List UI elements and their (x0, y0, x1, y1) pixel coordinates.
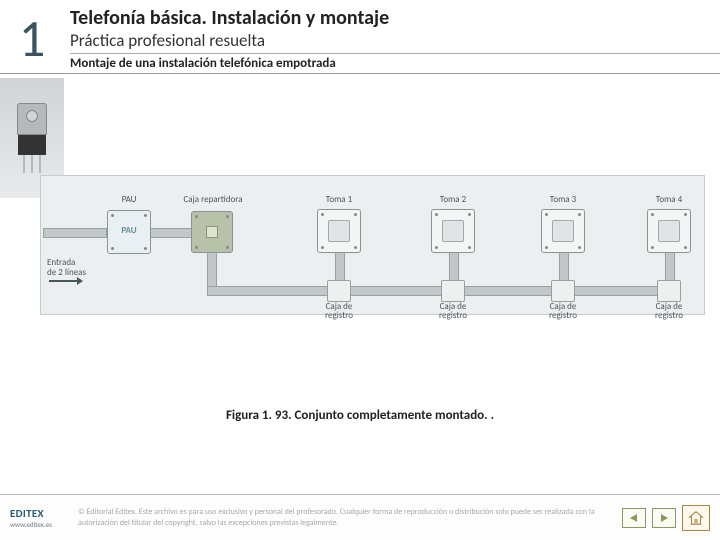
installation-diagram: Entrada de 2 líneas PAU PAU Caja reparti… (40, 175, 705, 315)
conduit-segment (149, 228, 193, 238)
diagram-node-registro (657, 280, 681, 302)
nav-controls (622, 505, 710, 531)
diagram-label: PAU (107, 194, 151, 205)
copyright-text: © Editorial Editex. Este archivo es para… (70, 507, 622, 528)
diagram-label: Caja repartidora (171, 194, 255, 205)
diagram-label: Toma 1 (317, 194, 361, 205)
diagram-label: Toma 4 (647, 194, 691, 205)
next-button[interactable] (652, 508, 676, 528)
conduit-segment (43, 228, 107, 238)
diagram-node-repartidora (191, 211, 233, 253)
conduit-segment (207, 252, 217, 290)
prev-button[interactable] (622, 508, 646, 528)
diagram-node-registro (327, 280, 351, 302)
logo-url: www.editex.es (10, 520, 70, 529)
triangle-left-icon (629, 513, 639, 523)
diagram-label: Caja deregistro (541, 302, 585, 320)
pau-inside-label: PAU (108, 225, 150, 236)
entry-arrow-icon (49, 280, 79, 282)
slide-title: Telefonía básica. Instalación y montaje (70, 6, 720, 30)
slide-footer: EDITEX www.editex.es © Editorial Editex.… (0, 494, 720, 540)
slide-subtitle: Práctica profesional resuelta (70, 30, 720, 54)
diagram-node-toma (431, 209, 475, 253)
slide-header: 1 Telefonía básica. Instalación y montaj… (0, 0, 720, 74)
slide-subtitle2: Montaje de una instalación telefónica em… (70, 54, 720, 71)
triangle-right-icon (659, 513, 669, 523)
diagram-node-registro (551, 280, 575, 302)
chapter-number: 1 (0, 0, 64, 73)
diagram-label: Toma 2 (431, 194, 475, 205)
figure-caption: Figura 1. 93. Conjunto completamente mon… (0, 408, 720, 423)
diagram-label: Toma 3 (541, 194, 585, 205)
entry-label: Entrada de 2 líneas (47, 258, 86, 278)
publisher-logo: EDITEX www.editex.es (10, 507, 70, 529)
transistor-icon (17, 103, 47, 173)
diagram-label: Caja deregistro (647, 302, 691, 320)
header-text-block: Telefonía básica. Instalación y montaje … (64, 0, 720, 73)
diagram-node-toma (541, 209, 585, 253)
diagram-label: Caja deregistro (317, 302, 361, 320)
diagram-label: Caja deregistro (431, 302, 475, 320)
home-icon (687, 509, 705, 527)
home-button[interactable] (682, 505, 710, 531)
diagram-node-registro (441, 280, 465, 302)
diagram-node-pau: PAU (107, 210, 151, 254)
diagram-node-toma (317, 209, 361, 253)
diagram-node-toma (647, 209, 691, 253)
logo-name: EDITEX (10, 507, 70, 520)
